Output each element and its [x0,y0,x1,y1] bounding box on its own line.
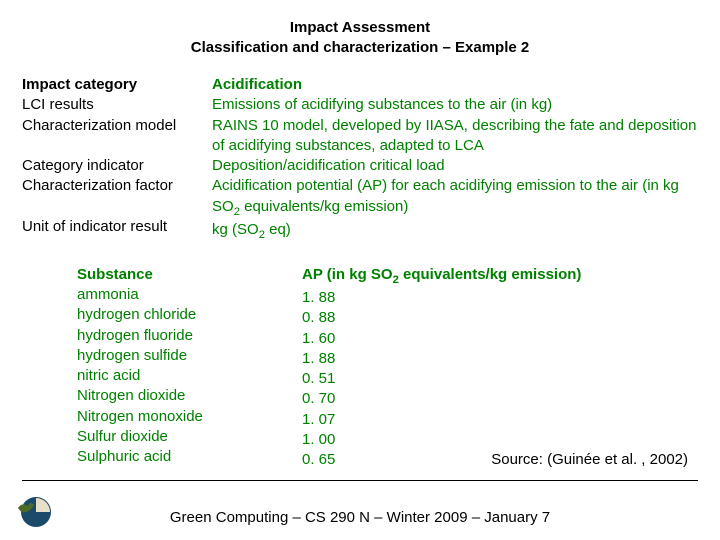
value-char-factor: Acidification potential (AP) for each ac… [212,176,698,219]
value-impact-category: Acidification [212,75,698,95]
table-row: Sulfur dioxide [77,427,302,447]
divider [22,480,698,481]
label-lci-results: LCI results [22,95,212,115]
value-char-model: RAINS 10 model, developed by IIASA, desc… [212,116,698,157]
table-row: hydrogen chloride [77,305,302,325]
table-row: hydrogen sulfide [77,346,302,366]
table-row: 0. 70 [302,389,698,409]
table-row: 0. 51 [302,369,698,389]
table-row: Nitrogen monoxide [77,407,302,427]
table-row: 0. 88 [302,308,698,328]
label-unit-result: Unit of indicator result [22,217,212,237]
label-cat-indicator: Category indicator [22,156,212,176]
table-row: Sulphuric acid [77,447,302,467]
table-row: 1. 88 [302,349,698,369]
footer-text: Green Computing – CS 290 N – Winter 2009… [0,509,720,526]
table-row: ammonia [77,285,302,305]
table-row: nitric acid [77,366,302,386]
definition-values: Acidification Emissions of acidifying su… [212,75,698,243]
title-line2: Classification and characterization – Ex… [22,38,698,58]
table-row: 1. 88 [302,288,698,308]
table-row: 1. 07 [302,410,698,430]
ap-table: Substance ammonia hydrogen chloride hydr… [22,265,698,470]
title-line1: Impact Assessment [22,18,698,38]
definition-labels: Impact category LCI results Characteriza… [22,75,212,243]
table-row: 1. 60 [302,329,698,349]
label-impact-category: Impact category [22,75,212,95]
source-citation: Source: (Guinée et al. , 2002) [491,450,688,470]
value-lci-results: Emissions of acidifying substances to th… [212,95,698,115]
label-char-model: Characterization model [22,116,212,136]
slide-title: Impact Assessment Classification and cha… [22,18,698,57]
table-row: hydrogen fluoride [77,326,302,346]
table-row: 1. 00 [302,430,698,450]
value-cat-indicator: Deposition/acidification critical load [212,156,698,176]
table-row: 0. 65 Source: (Guinée et al. , 2002) [302,450,698,470]
definition-block: Impact category LCI results Characteriza… [22,75,698,243]
ap-table-substance-col: Substance ammonia hydrogen chloride hydr… [77,265,302,470]
value-unit-result: kg (SO2 eq) [212,220,698,243]
label-char-factor: Characterization factor [22,176,212,196]
table-row: Nitrogen dioxide [77,386,302,406]
ap-head-value: AP (in kg SO2 equivalents/kg emission) [302,265,698,288]
ap-head-substance: Substance [77,265,302,285]
ap-table-value-col: AP (in kg SO2 equivalents/kg emission) 1… [302,265,698,470]
